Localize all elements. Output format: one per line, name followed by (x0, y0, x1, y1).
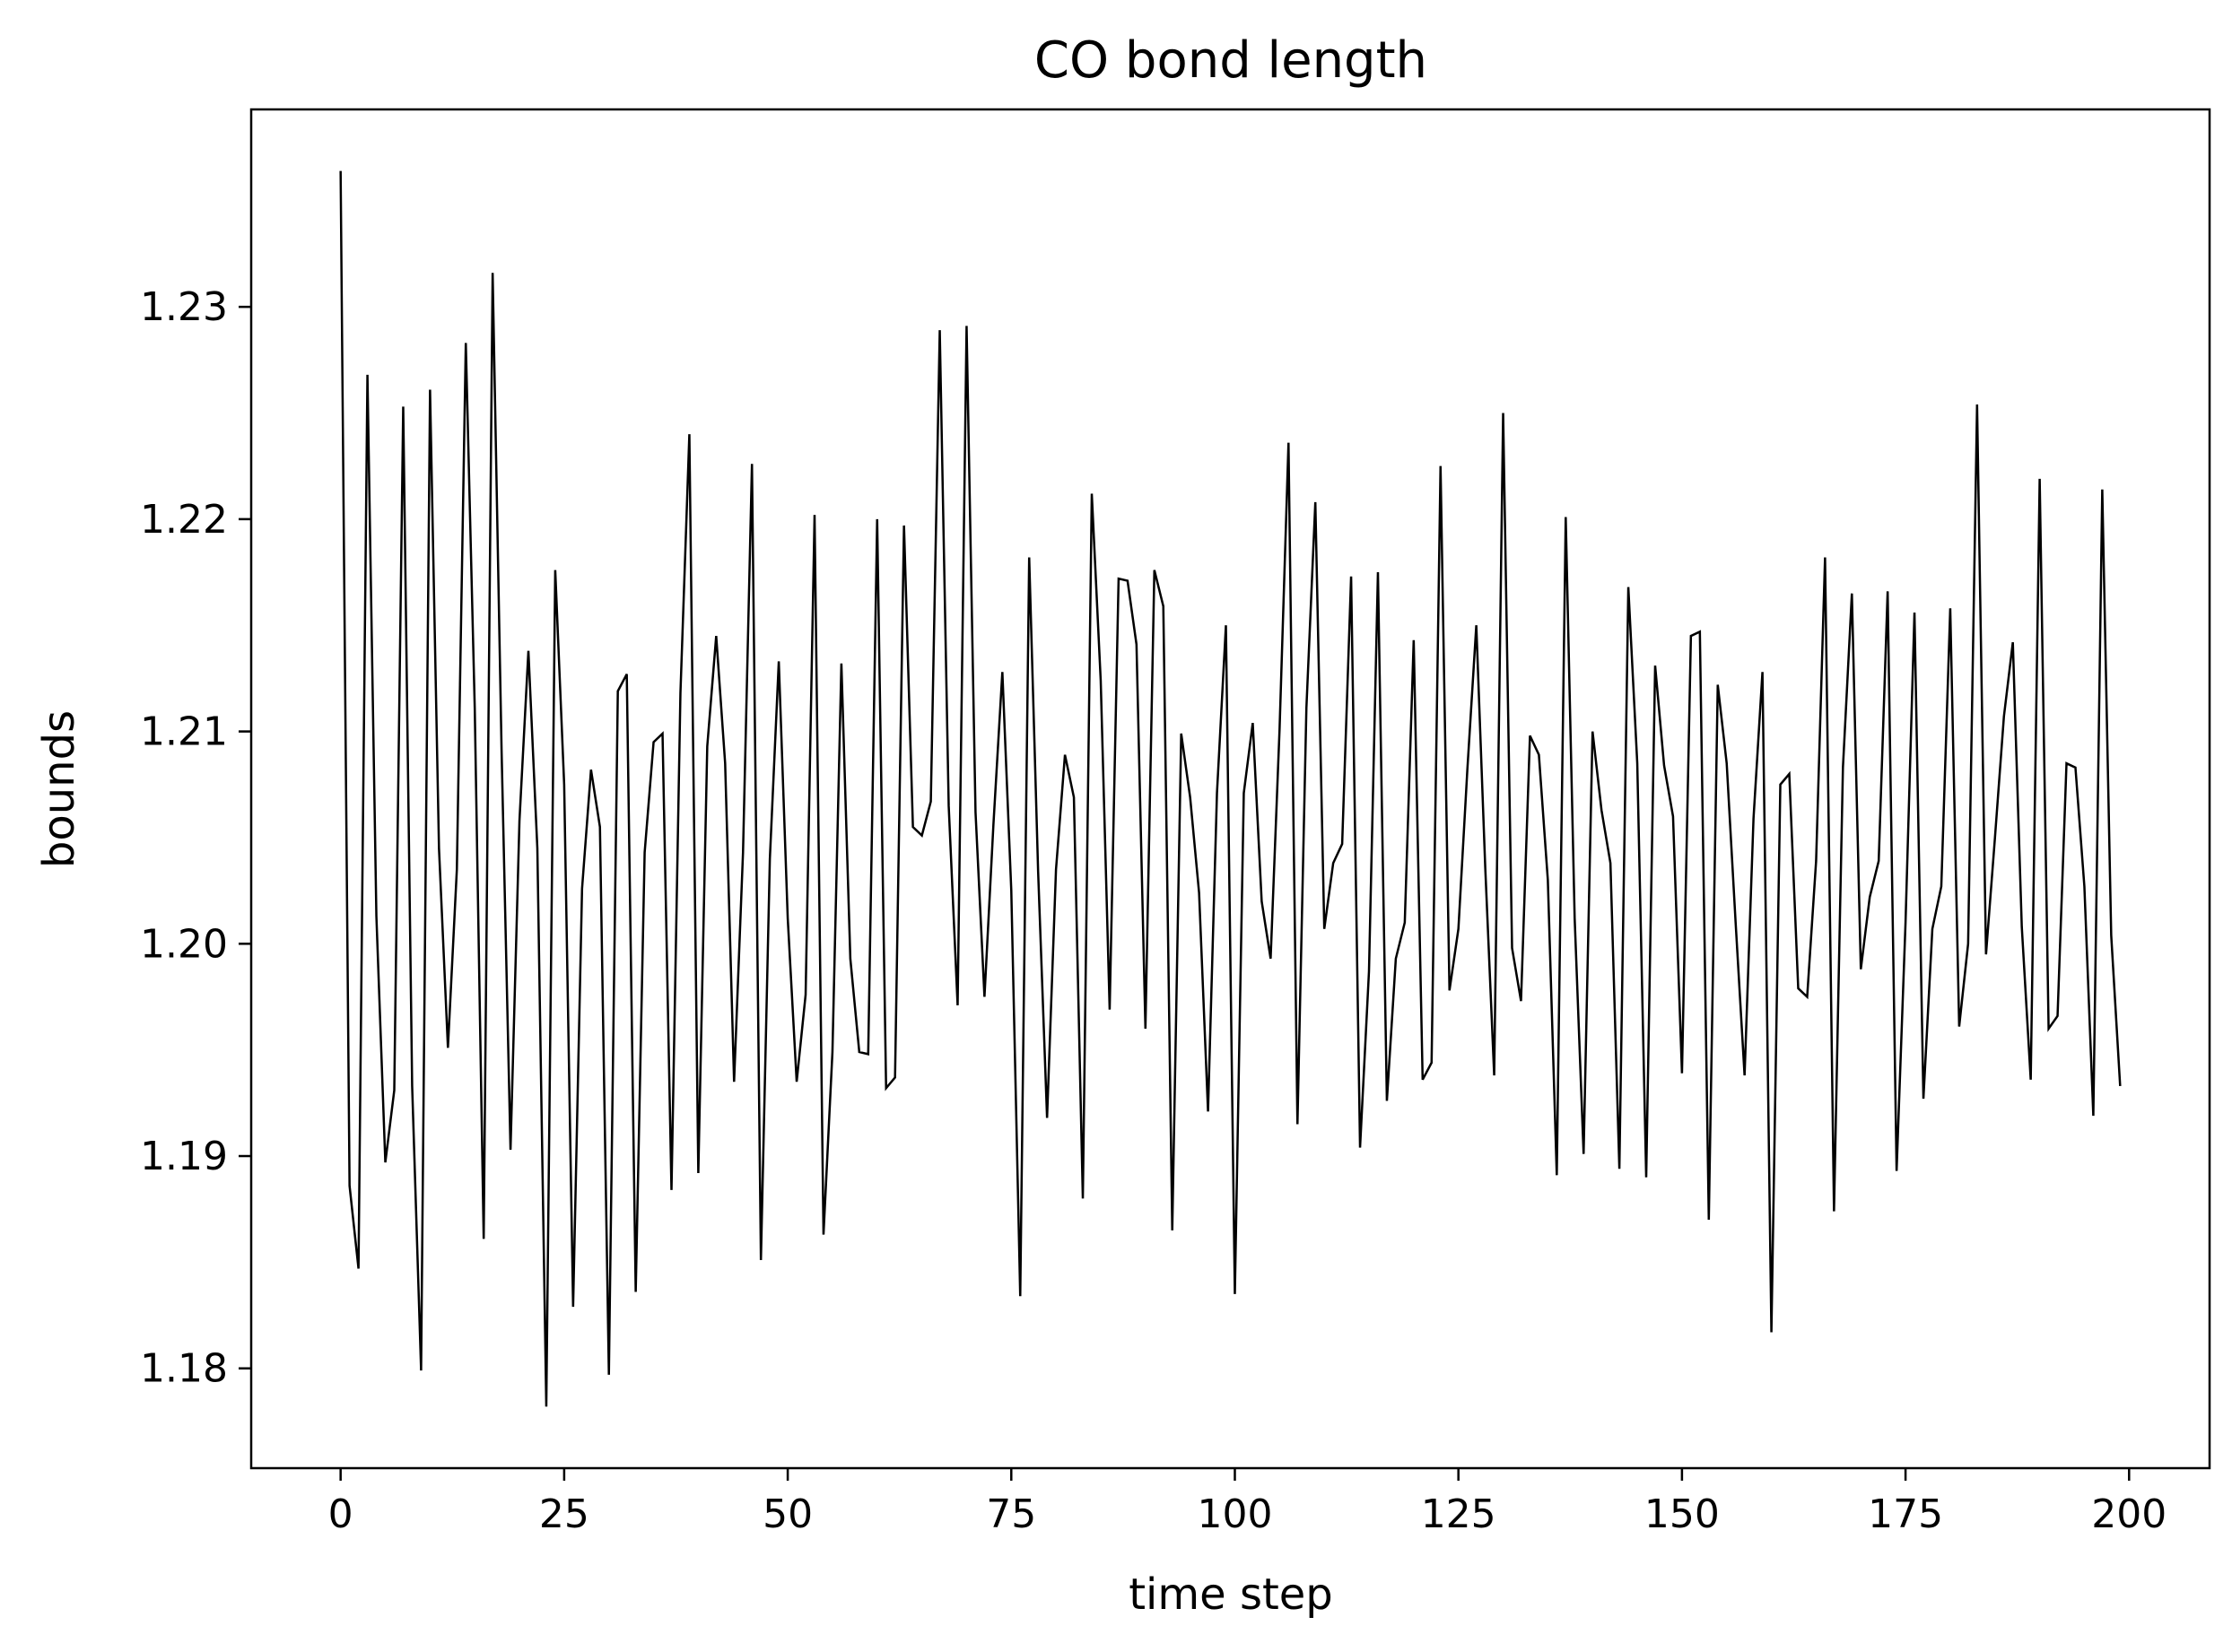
y-tick-label: 1.18 (140, 1346, 228, 1392)
y-tick-label: 1.23 (140, 284, 228, 330)
y-axis-ticks: 1.18 1.19 1.20 1.21 1.22 1.23 (140, 284, 251, 1392)
series-line-0 (339, 170, 2122, 1407)
y-tick-label: 1.19 (140, 1134, 228, 1179)
chart-title: CO bond length (1034, 31, 1427, 90)
x-axis-ticks: 0 25 50 75 100 125 150 175 200 (328, 1468, 2167, 1537)
x-tick-label: 150 (1644, 1491, 1720, 1537)
y-tick-label: 1.21 (140, 709, 228, 755)
x-axis-label: time step (1129, 1569, 1333, 1620)
x-tick-label: 175 (1868, 1491, 1943, 1537)
x-tick-label: 25 (539, 1491, 589, 1537)
y-tick-label: 1.22 (140, 497, 228, 543)
plot-area (339, 170, 2122, 1407)
y-axis-label: bounds (34, 710, 84, 868)
x-tick-label: 0 (328, 1491, 353, 1537)
x-tick-label: 125 (1421, 1491, 1496, 1537)
x-tick-label: 50 (763, 1491, 813, 1537)
plot-frame (249, 108, 2211, 1470)
x-tick-label: 100 (1197, 1491, 1272, 1537)
y-tick-label: 1.20 (140, 921, 228, 967)
x-tick-label: 75 (986, 1491, 1036, 1537)
x-tick-label: 200 (2091, 1491, 2167, 1537)
